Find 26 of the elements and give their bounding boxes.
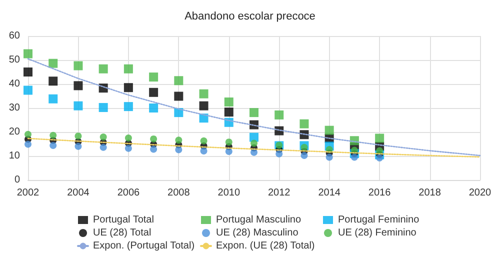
y-tick-label: 0 [14,174,20,186]
legend-label: UE (28) Total [93,228,152,238]
legend-label: UE (28) Feminino [338,228,417,238]
x-tick-label: 2004 [67,188,90,198]
y-tick-label: 60 [8,30,20,42]
x-tick-label: 2014 [318,188,341,198]
y-tick-label: 40 [8,78,20,90]
x-tick-label: 2002 [16,188,40,198]
x-tick-label: 2020 [468,188,492,198]
x-tick-label: 2012 [268,188,291,198]
legend-label: Expon. (UE (28) Total) [216,240,315,252]
legend-label: Portugal Masculino [216,214,302,226]
y-tick-label: 30 [8,102,20,114]
x-tick-label: 2016 [368,188,392,198]
legend-label: Portugal Feminino [338,214,420,226]
legend-label: Portugal Total [93,214,154,226]
y-tick-label: 10 [8,150,20,162]
x-tick-label: 2008 [168,188,190,198]
legend-label: UE (28) Masculino [216,228,299,238]
legend-label: Expon. (Portugal Total) [93,240,195,252]
x-tick-label: 2018 [418,188,442,198]
chart-title: Abandono escolar precoce [184,10,316,22]
y-tick-label: 50 [8,54,20,66]
x-tick-label: 2010 [218,188,240,198]
x-tick-label: 2006 [117,188,140,198]
y-tick-label: 20 [8,126,20,138]
